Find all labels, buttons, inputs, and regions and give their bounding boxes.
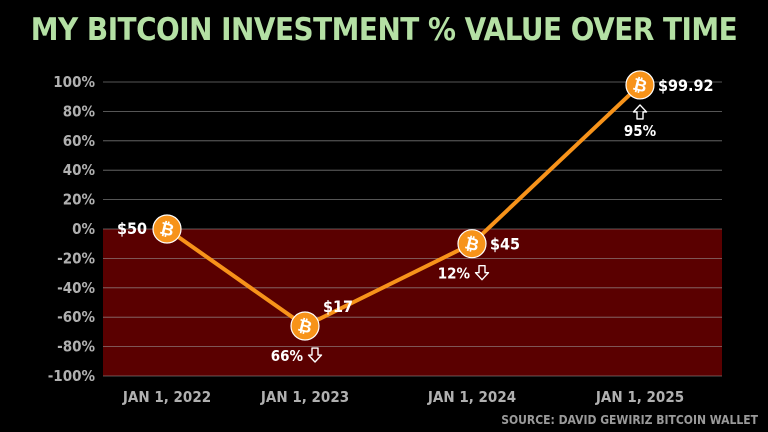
y-tick-label: 60% [63, 132, 96, 150]
price-label: $50 [117, 219, 147, 238]
x-tick-label: JAN 1, 2023 [260, 388, 349, 406]
down-arrow-icon [307, 347, 323, 363]
y-tick-label: 20% [63, 191, 96, 209]
marker-glyph: ₿ [631, 75, 649, 98]
y-tick-label: 0% [72, 220, 95, 238]
price-label: $45 [490, 235, 520, 254]
price-label: $17 [323, 297, 353, 316]
y-tick-label: -40% [57, 279, 95, 297]
y-tick-label: 40% [63, 161, 96, 179]
change-label: 95% [624, 122, 657, 140]
x-tick-label: JAN 1, 2024 [427, 388, 516, 406]
marker-circle [457, 229, 487, 259]
bitcoin-icon: ₿ [152, 214, 182, 244]
marker-circle [152, 214, 182, 244]
y-tick-label: 100% [53, 73, 95, 91]
marker-circle [625, 70, 655, 100]
change-label: 66% [271, 347, 304, 365]
y-tick-label: 80% [63, 102, 96, 120]
source-note: SOURCE: DAVID GEWIRIZ BITCOIN WALLET [501, 413, 758, 427]
y-tick-label: -20% [57, 249, 95, 267]
marker-circle [290, 311, 320, 341]
price-label: $99.92 [658, 76, 714, 95]
down-arrow-icon [474, 265, 490, 281]
bitcoin-icon: ₿ [290, 311, 320, 341]
change-label: 12% [438, 265, 471, 283]
y-tick-label: -80% [57, 338, 95, 356]
chart-title: MY BITCOIN INVESTMENT % VALUE OVER TIME [30, 12, 738, 48]
up-arrow-icon [632, 104, 648, 120]
marker-glyph: ₿ [296, 316, 314, 339]
bitcoin-icon: ₿ [457, 229, 487, 259]
y-tick-label: -100% [48, 367, 96, 385]
y-tick-label: -60% [57, 308, 95, 326]
series-line [165, 82, 642, 329]
negative-region [103, 229, 722, 376]
marker-glyph: ₿ [463, 233, 481, 256]
marker-glyph: ₿ [158, 219, 176, 242]
x-tick-label: JAN 1, 2022 [122, 388, 211, 406]
bitcoin-icon: ₿ [625, 70, 655, 100]
x-tick-label: JAN 1, 2025 [595, 388, 684, 406]
